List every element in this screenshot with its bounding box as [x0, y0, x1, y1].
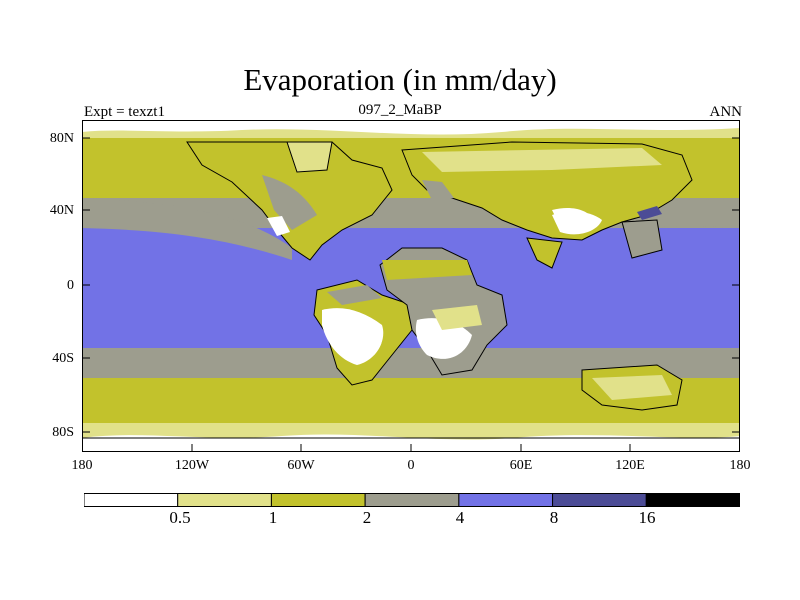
colorbar-box: [84, 493, 179, 507]
lat-label-40n: 40N: [49, 203, 74, 218]
south-america-dry: [322, 308, 384, 365]
sahara-band: [382, 260, 472, 280]
australia-light: [592, 375, 672, 400]
colorbar-box: [177, 493, 272, 507]
colorbar-box: [364, 493, 460, 507]
colorbar-label-1: 1: [268, 508, 278, 527]
lon-label-180w: 180: [71, 458, 93, 473]
lat-label-40s: 40S: [52, 351, 74, 366]
colorbar-label-2: 2: [362, 508, 372, 527]
evaporation-map: [82, 120, 740, 452]
lon-label-120e: 120E: [615, 458, 645, 473]
south-africa-yellow: [432, 305, 482, 330]
lat-label-80s: 80S: [52, 425, 74, 440]
europe-gray: [422, 180, 454, 200]
colorbar-box: [458, 493, 554, 507]
run-label: 097_2_MaBP: [358, 102, 442, 118]
axis-ticks: [82, 137, 740, 452]
greenland: [286, 141, 333, 173]
lat-label-0: 0: [67, 278, 74, 293]
plot-title: Evaporation (in mm/day): [243, 62, 557, 97]
colorbar-box: [552, 493, 647, 507]
colorbar-label-0-5: 0.5: [169, 508, 191, 527]
colorbar-label-16: 16: [638, 508, 656, 527]
south-africa-dry: [415, 318, 472, 359]
colorbar-label-8: 8: [549, 508, 559, 527]
colorbar-label-4: 4: [455, 508, 465, 527]
colorbar-box: [270, 493, 366, 507]
antarctic-dry: [82, 434, 740, 452]
north-america-gray: [262, 175, 317, 230]
lon-label-120w: 120W: [174, 458, 210, 473]
siberia-light: [422, 148, 662, 172]
pacific-light: [552, 207, 592, 224]
kuroshio-high: [637, 206, 662, 220]
lon-label-0: 0: [407, 458, 415, 473]
pacific-gray-tongue: [82, 198, 292, 260]
lon-label-180e: 180: [729, 458, 751, 473]
lat-label-80n: 80N: [49, 131, 74, 146]
colorbar-boxes: [84, 493, 740, 507]
india: [526, 237, 563, 269]
east-asia-gray: [621, 219, 663, 259]
colorbar-box: [645, 493, 740, 507]
south-america-gray: [327, 285, 382, 305]
experiment-label: Expt = texzt1: [84, 104, 165, 120]
lon-label-60e: 60E: [509, 458, 533, 473]
lon-label-60w: 60W: [287, 458, 315, 473]
central-america-dry: [267, 216, 290, 236]
period-label: ANN: [709, 104, 743, 120]
arctic-dry: [82, 120, 740, 135]
colorbar: [84, 493, 740, 507]
